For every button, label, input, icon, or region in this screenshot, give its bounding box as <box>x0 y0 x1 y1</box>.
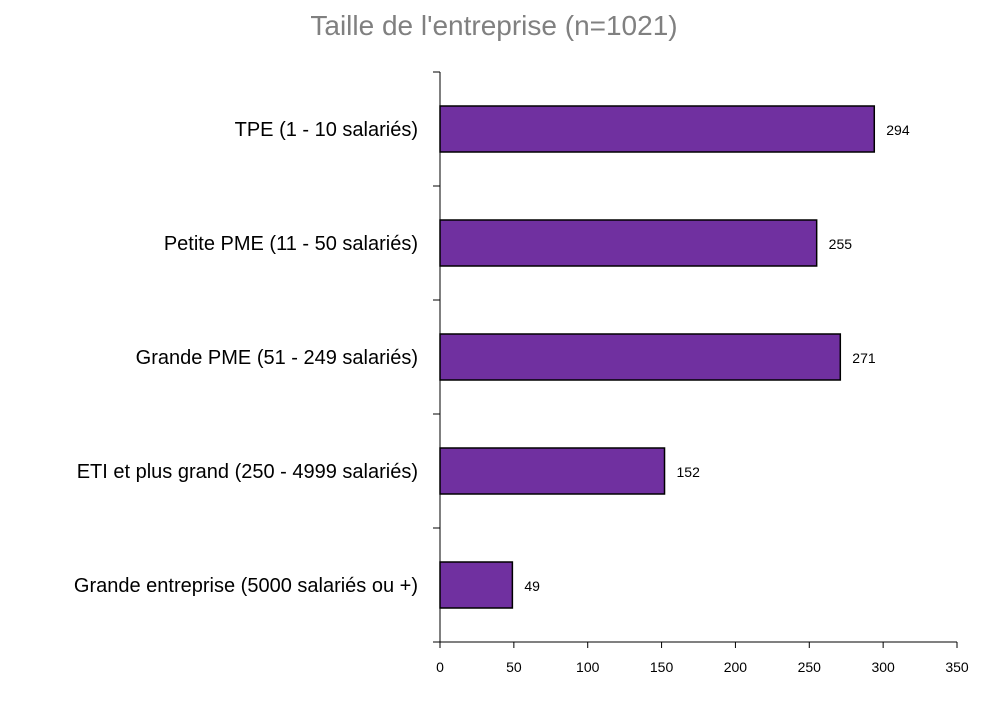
x-tick-label: 0 <box>436 659 444 675</box>
x-tick-label: 250 <box>798 659 822 675</box>
x-tick-label: 200 <box>724 659 748 675</box>
data-label: 271 <box>852 350 876 366</box>
x-tick-label: 150 <box>650 659 674 675</box>
category-label: Petite PME (11 - 50 salariés) <box>164 233 418 255</box>
category-label: Grande entreprise (5000 salariés ou +) <box>74 575 418 597</box>
chart-title: Taille de l'entreprise (n=1021) <box>310 10 678 41</box>
x-tick-label: 350 <box>945 659 969 675</box>
bar <box>439 561 514 609</box>
bar <box>439 219 818 267</box>
x-tick-label: 300 <box>871 659 895 675</box>
x-tick-label: 100 <box>576 659 600 675</box>
bar <box>439 447 666 495</box>
category-label: ETI et plus grand (250 - 4999 salariés) <box>77 461 418 483</box>
x-tick-label: 50 <box>506 659 522 675</box>
bar <box>439 333 842 381</box>
data-label: 49 <box>524 578 540 594</box>
bar <box>439 105 876 153</box>
category-label: TPE (1 - 10 salariés) <box>235 119 418 141</box>
data-label: 152 <box>677 464 701 480</box>
category-label: Grande PME (51 - 249 salariés) <box>136 347 418 369</box>
data-label: 294 <box>886 122 910 138</box>
data-label: 255 <box>829 236 853 252</box>
